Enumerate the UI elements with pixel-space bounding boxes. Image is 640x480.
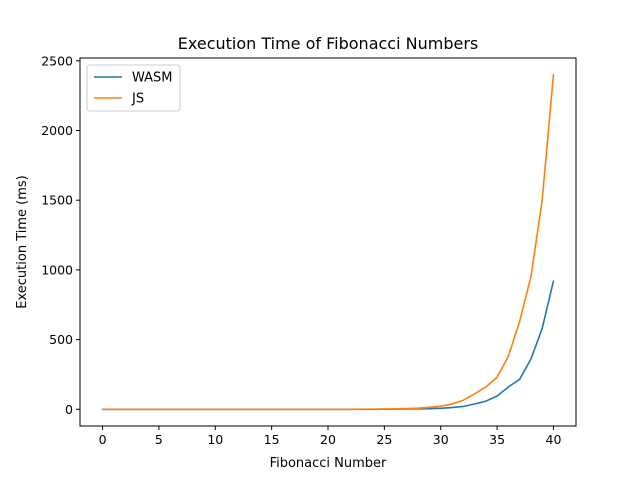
x-tick-label: 15 — [264, 432, 280, 447]
legend-label-js: JS — [131, 92, 144, 107]
x-tick-label: 25 — [376, 432, 392, 447]
legend: WASM JS — [86, 64, 181, 112]
series-lines — [101, 73, 555, 411]
x-tick-label: 40 — [546, 432, 562, 447]
y-tick-label: 2500 — [41, 53, 73, 68]
x-tick-label: 35 — [489, 432, 505, 447]
x-tick-label: 10 — [207, 432, 223, 447]
x-tick-label: 20 — [320, 432, 336, 447]
y-axis-label: Execution Time (ms) — [15, 175, 30, 308]
y-tick-label: 2000 — [41, 123, 73, 138]
y-axis: 0 500 1000 1500 2000 2500 — [41, 53, 80, 417]
x-tick-label: 30 — [433, 432, 449, 447]
x-axis-label: Fibonacci Number — [270, 456, 387, 471]
x-tick-label: 0 — [99, 432, 107, 447]
y-tick-label: 1500 — [41, 193, 73, 208]
y-tick-label: 0 — [65, 402, 73, 417]
axes-frame — [79, 57, 577, 427]
x-axis: 0 5 10 15 20 25 30 35 40 — [99, 426, 562, 447]
y-tick-label: 500 — [49, 332, 73, 347]
y-tick-label: 1000 — [41, 262, 73, 277]
series-line-js — [101, 73, 555, 411]
x-tick-label: 5 — [155, 432, 163, 447]
chart-title: Execution Time of Fibonacci Numbers — [178, 34, 478, 53]
legend-label-wasm: WASM — [132, 71, 173, 86]
